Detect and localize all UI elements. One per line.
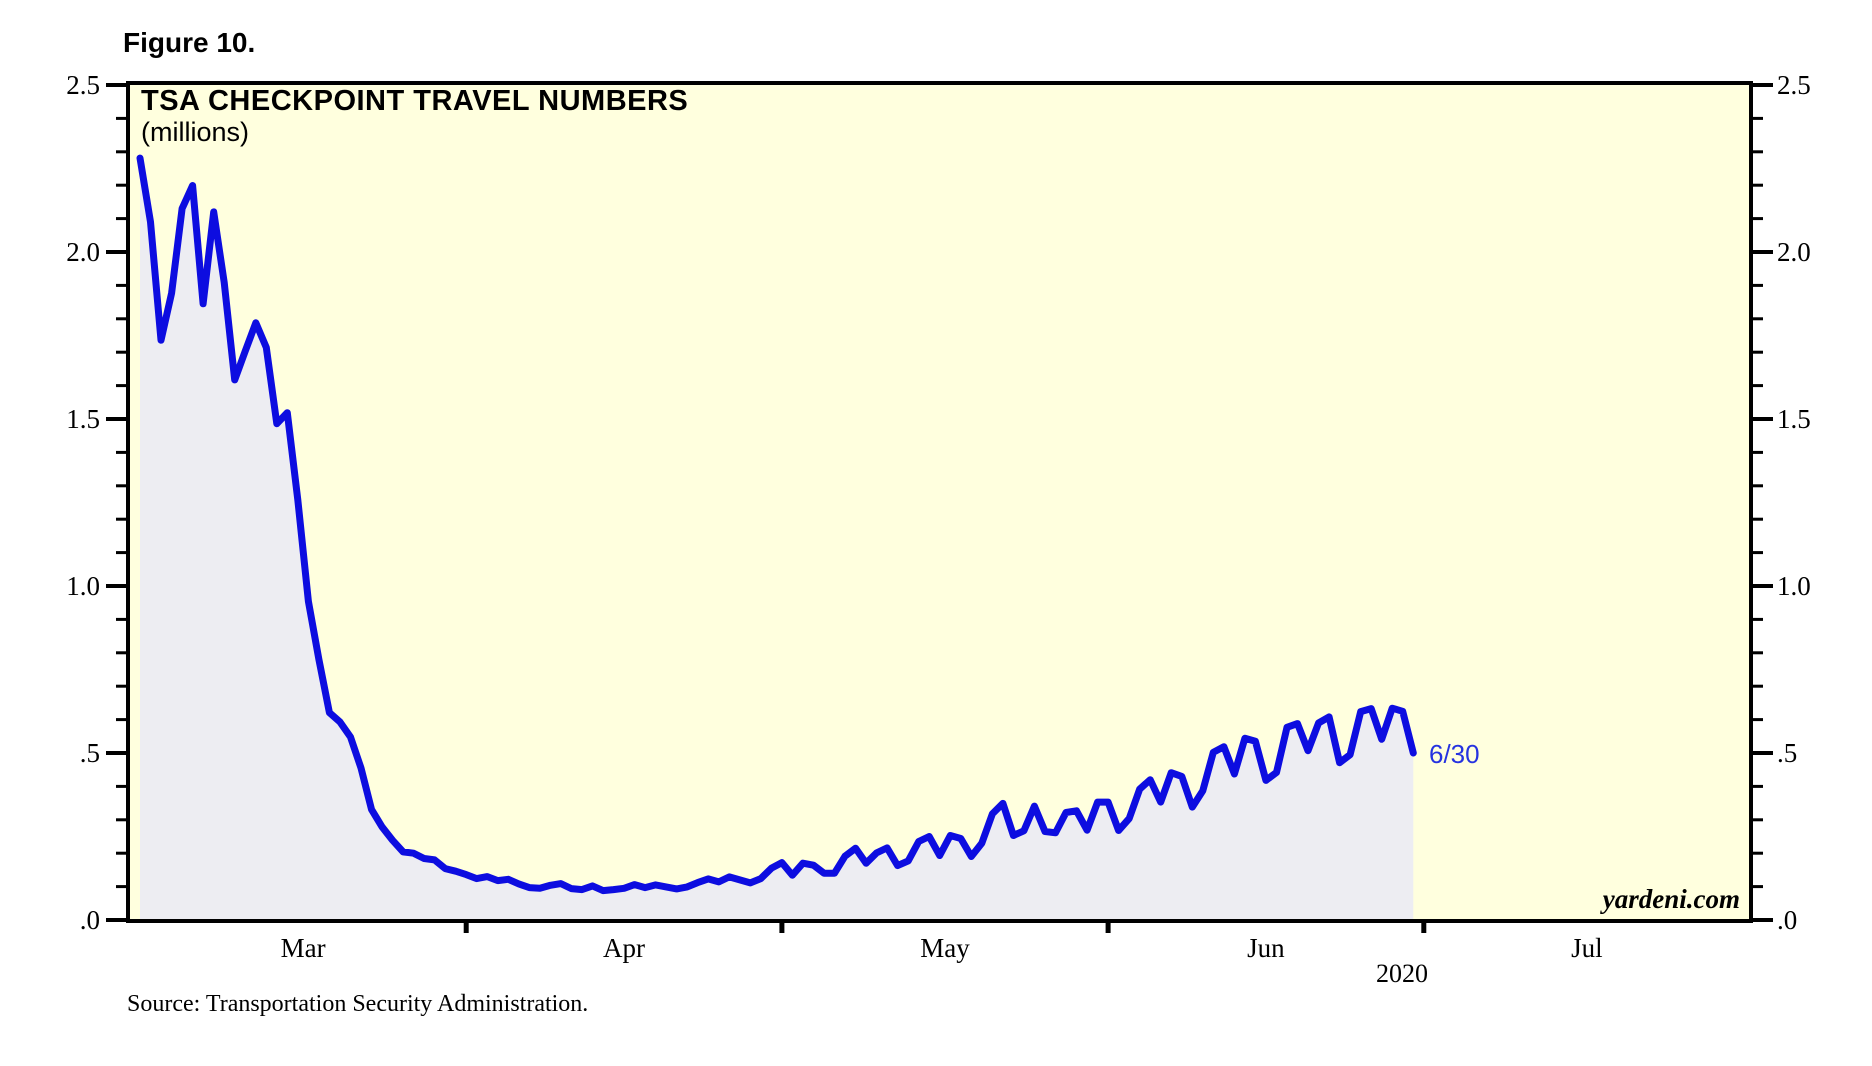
y-axis-label-right: .5 (1777, 738, 1798, 768)
figure-label: Figure 10. (123, 27, 256, 58)
plot-frame (126, 81, 1753, 923)
y-axis-label-right: 2.5 (1777, 70, 1811, 100)
y-axis-label-right: 1.5 (1777, 404, 1811, 434)
chart-title: TSA CHECKPOINT TRAVEL NUMBERS (141, 85, 689, 117)
plot-background (128, 83, 1751, 921)
x-axis-month-label: May (920, 933, 970, 963)
y-axis-label-right: .0 (1777, 905, 1798, 935)
y-axis-label-left: 2.5 (66, 70, 100, 100)
chart-subtitle: (millions) (141, 117, 249, 147)
area-fill (140, 158, 1414, 920)
y-axis-label-left: .5 (79, 738, 100, 768)
data-line (136, 154, 1417, 895)
source-note: Source: Transportation Security Administ… (127, 991, 589, 1017)
x-axis-month-label: Mar (280, 933, 326, 963)
y-axis-label-left: 2.0 (66, 237, 100, 267)
y-axis-label-left: 1.0 (66, 571, 100, 601)
last-point-date-label: 6/30 (1429, 739, 1480, 769)
x-axis-month-label: Jun (1247, 933, 1285, 963)
y-axis-label-left: 1.5 (66, 404, 100, 434)
watermark-yardeni: yardeni.com (1602, 884, 1740, 914)
y-axis-label-right: 2.0 (1777, 237, 1811, 267)
x-axis-month-label: Apr (603, 933, 646, 963)
y-axis-label-right: 1.0 (1777, 571, 1811, 601)
y-axis-label-left: .0 (79, 905, 100, 935)
x-axis-year-label: 2020 (1376, 959, 1428, 988)
x-axis-month-label: Jul (1571, 933, 1603, 963)
